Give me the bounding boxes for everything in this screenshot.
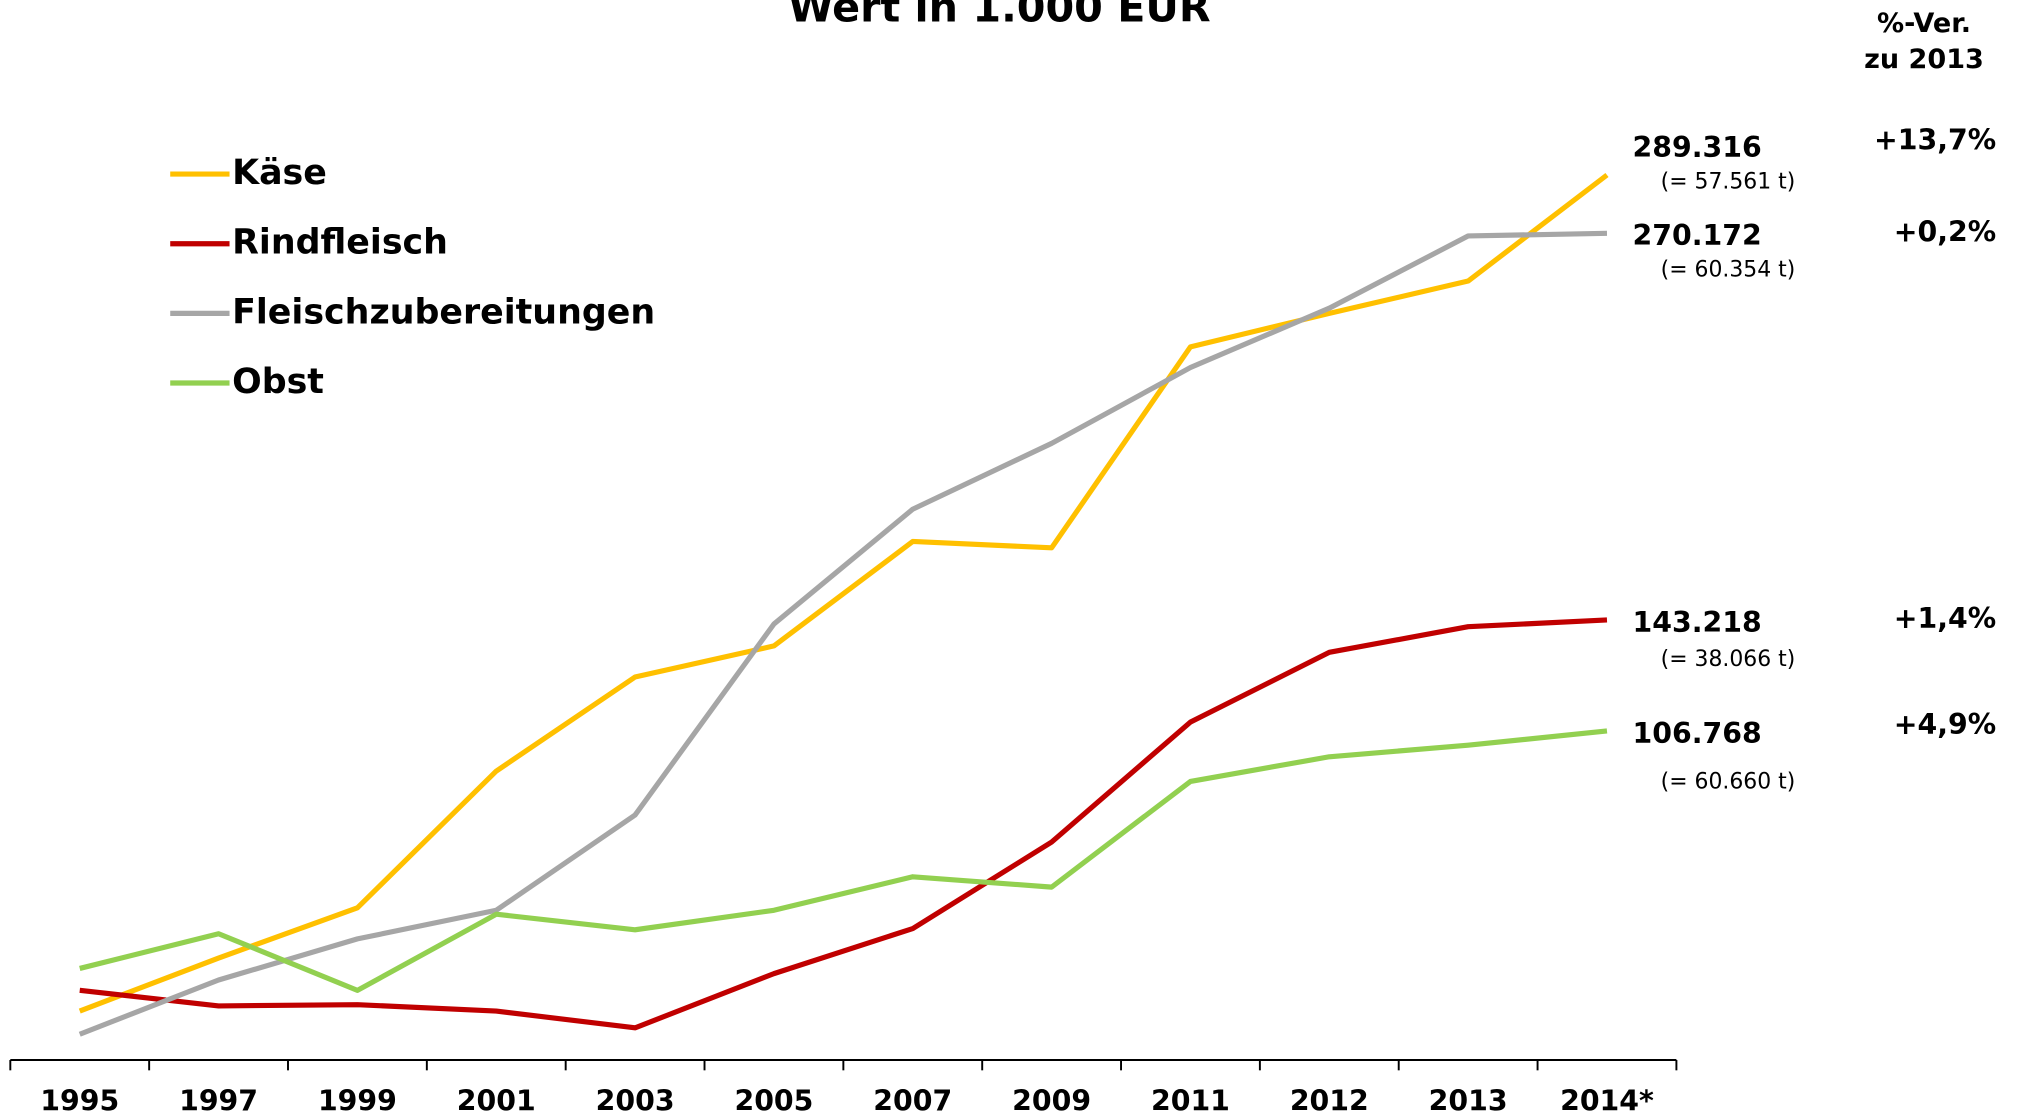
series-line — [78, 230, 1608, 1037]
legend-label: Fleischzubereitungen — [232, 292, 655, 332]
series-line — [79, 617, 1608, 1031]
x-tick-label: 1999 — [318, 1085, 397, 1118]
x-tick-label: 2005 — [734, 1085, 813, 1118]
end-label: 106.768 — [1633, 717, 1762, 750]
tonnage-label: (= 60.354 t) — [1661, 258, 1796, 283]
change-header: %-Ver. — [1877, 8, 1971, 39]
change-label: +0,2% — [1894, 215, 1996, 248]
x-tick-label: 2012 — [1290, 1085, 1369, 1118]
end-label: 289.316 — [1633, 131, 1762, 164]
x-tick-label: 2007 — [873, 1085, 952, 1118]
series-line — [78, 172, 1609, 1014]
x-tick-label: 2011 — [1151, 1085, 1230, 1118]
legend-label: Obst — [232, 362, 324, 402]
change-label: +1,4% — [1894, 602, 1996, 635]
end-label: 270.172 — [1633, 219, 1762, 252]
x-tick-label: 2009 — [1012, 1085, 1091, 1118]
tonnage-label: (= 60.660 t) — [1661, 770, 1796, 795]
change-header: zu 2013 — [1864, 44, 1984, 75]
legend-label: Rindfleisch — [232, 223, 448, 263]
x-tick-label: 1997 — [179, 1085, 258, 1118]
tonnage-label: (= 38.066 t) — [1661, 647, 1796, 672]
tonnage-label: (= 57.561 t) — [1661, 170, 1796, 195]
series-line — [79, 728, 1608, 993]
x-tick-label: 1995 — [40, 1085, 119, 1118]
x-tick-label: 2014* — [1560, 1085, 1654, 1118]
end-label: 143.218 — [1633, 606, 1762, 639]
x-tick-label: 2001 — [457, 1085, 536, 1118]
x-tick-label: 2003 — [596, 1085, 675, 1118]
legend-label: Käse — [232, 153, 327, 193]
change-label: +13,7% — [1874, 123, 1996, 156]
x-tick-label: 2013 — [1429, 1085, 1508, 1118]
chart-title: Wert in 1.000 EUR — [788, 0, 1211, 31]
change-label: +4,9% — [1894, 708, 1996, 741]
